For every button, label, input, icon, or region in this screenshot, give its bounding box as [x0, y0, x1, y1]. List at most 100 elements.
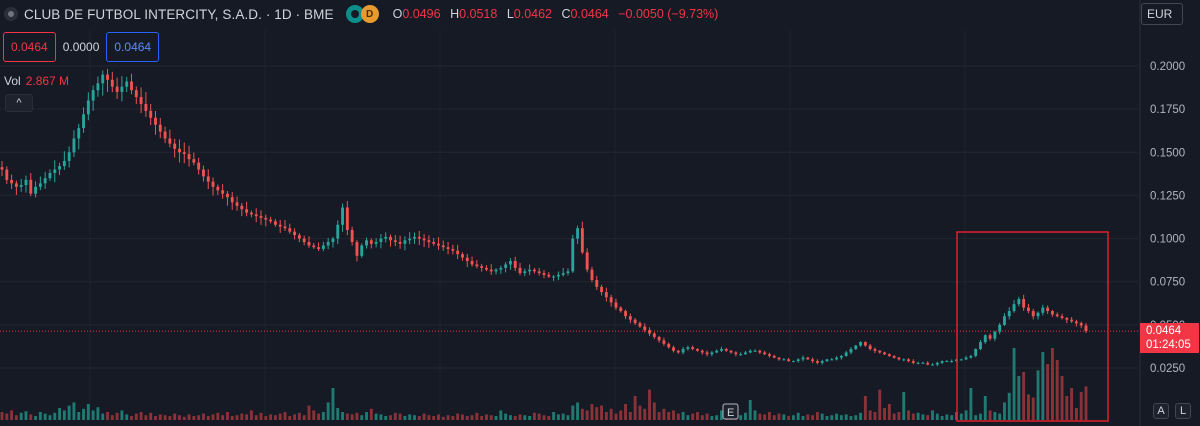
buy-price-button[interactable]: 0.0464 [106, 32, 160, 62]
candle-body [499, 267, 503, 270]
candle-body [48, 172, 52, 179]
candle-body [580, 228, 584, 253]
volume-bar [403, 416, 407, 420]
volume-bar [767, 412, 771, 420]
volume-bar [753, 410, 757, 420]
candle-body [293, 231, 297, 236]
candle-body [331, 238, 335, 243]
candle-body [806, 357, 810, 360]
candle-body [552, 276, 556, 278]
candle-body [518, 267, 522, 274]
candle-body [139, 97, 143, 104]
volume-bar [1050, 348, 1054, 420]
candle-body [801, 357, 805, 360]
eye-icon[interactable] [345, 5, 364, 23]
volume-bar [863, 396, 867, 420]
volume-bar [868, 410, 872, 420]
volume-bar [911, 413, 915, 420]
candle-body [62, 160, 66, 167]
volume-bar [245, 414, 249, 420]
sell-price-button[interactable]: 0.0464 [3, 32, 56, 62]
candle-body [777, 357, 781, 360]
candle-body [221, 190, 225, 194]
volume-bar [317, 413, 321, 420]
delayed-data-badge[interactable]: D [360, 5, 379, 23]
candle-body [1046, 307, 1050, 312]
volume-bar [542, 415, 546, 420]
candle-body [950, 361, 954, 363]
volume-bar [67, 405, 71, 420]
volume-bar [451, 416, 455, 420]
volume-bar [983, 396, 987, 420]
volume-bar [959, 413, 963, 420]
candle-body [278, 224, 282, 227]
volume-bar [269, 414, 273, 420]
candle-body [53, 169, 57, 173]
candle-body [384, 236, 388, 239]
candle-body [672, 347, 675, 351]
volume-bar [902, 392, 906, 420]
volume-bar [672, 410, 675, 420]
volume-bar [485, 414, 488, 420]
auto-scale-button[interactable]: A [1153, 403, 1169, 419]
candle-body [77, 128, 81, 139]
log-scale-button[interactable]: L [1175, 403, 1191, 419]
candle-body [911, 361, 915, 363]
y-tick-label: 0.1000 [1150, 234, 1185, 246]
event-marker[interactable] [722, 403, 739, 420]
volume-bar [772, 415, 776, 420]
candle-body [154, 117, 157, 125]
candle-body [5, 169, 9, 180]
collapse-indicators-button[interactable]: ^ [5, 94, 33, 112]
candle-body [1003, 316, 1006, 325]
volume-bar [24, 411, 28, 420]
candle-body [369, 240, 373, 244]
volume-bar [101, 413, 105, 420]
volume-bar [384, 416, 388, 420]
volume-bar [389, 415, 392, 420]
candle-body [945, 361, 949, 363]
candle-body [892, 355, 896, 358]
volume-bar [580, 408, 584, 420]
candle-body [178, 148, 181, 153]
candle-body [734, 352, 738, 355]
candle-body [859, 342, 863, 346]
volume-bar [480, 416, 484, 420]
volume-bar [393, 412, 397, 420]
candle-body [365, 240, 368, 246]
volume-bar [907, 410, 910, 420]
candle-body [264, 217, 268, 220]
last-price-label: 0.0464 01:24:05 [1140, 323, 1199, 353]
candle-body [916, 362, 920, 364]
volume-value: 2.867 M [25, 74, 70, 88]
volume-bar [254, 415, 258, 420]
candle-body [197, 162, 201, 170]
candle-body [595, 279, 599, 287]
volume-bar [1065, 396, 1069, 420]
volume-bar [125, 414, 129, 420]
candle-body [465, 257, 469, 262]
open-value: 0.0496 [402, 7, 441, 21]
candle-body [1084, 325, 1088, 332]
candle-body [1007, 311, 1011, 317]
currency-selector[interactable]: EUR [1141, 3, 1183, 25]
volume-bar [225, 412, 229, 420]
symbol-title[interactable]: CLUB DE FUTBOL INTERCITY, S.A.D. · 1D · … [24, 6, 334, 22]
volume-bar [249, 410, 253, 420]
candle-body [979, 342, 982, 350]
volume-bar [873, 412, 877, 420]
highlight-box [956, 231, 1109, 422]
candle-body [935, 362, 939, 365]
volume-bar [940, 416, 944, 420]
volume-bar [686, 415, 690, 420]
volume-bar [489, 415, 493, 420]
volume-bar [576, 402, 580, 420]
candle-body [988, 335, 992, 339]
volume-bar [763, 414, 767, 420]
volume-bar [82, 408, 85, 420]
countdown-timer: 01:24:05 [1146, 339, 1191, 351]
volume-bar [475, 412, 479, 420]
candle-body [1070, 319, 1074, 322]
candle-body [101, 74, 105, 84]
